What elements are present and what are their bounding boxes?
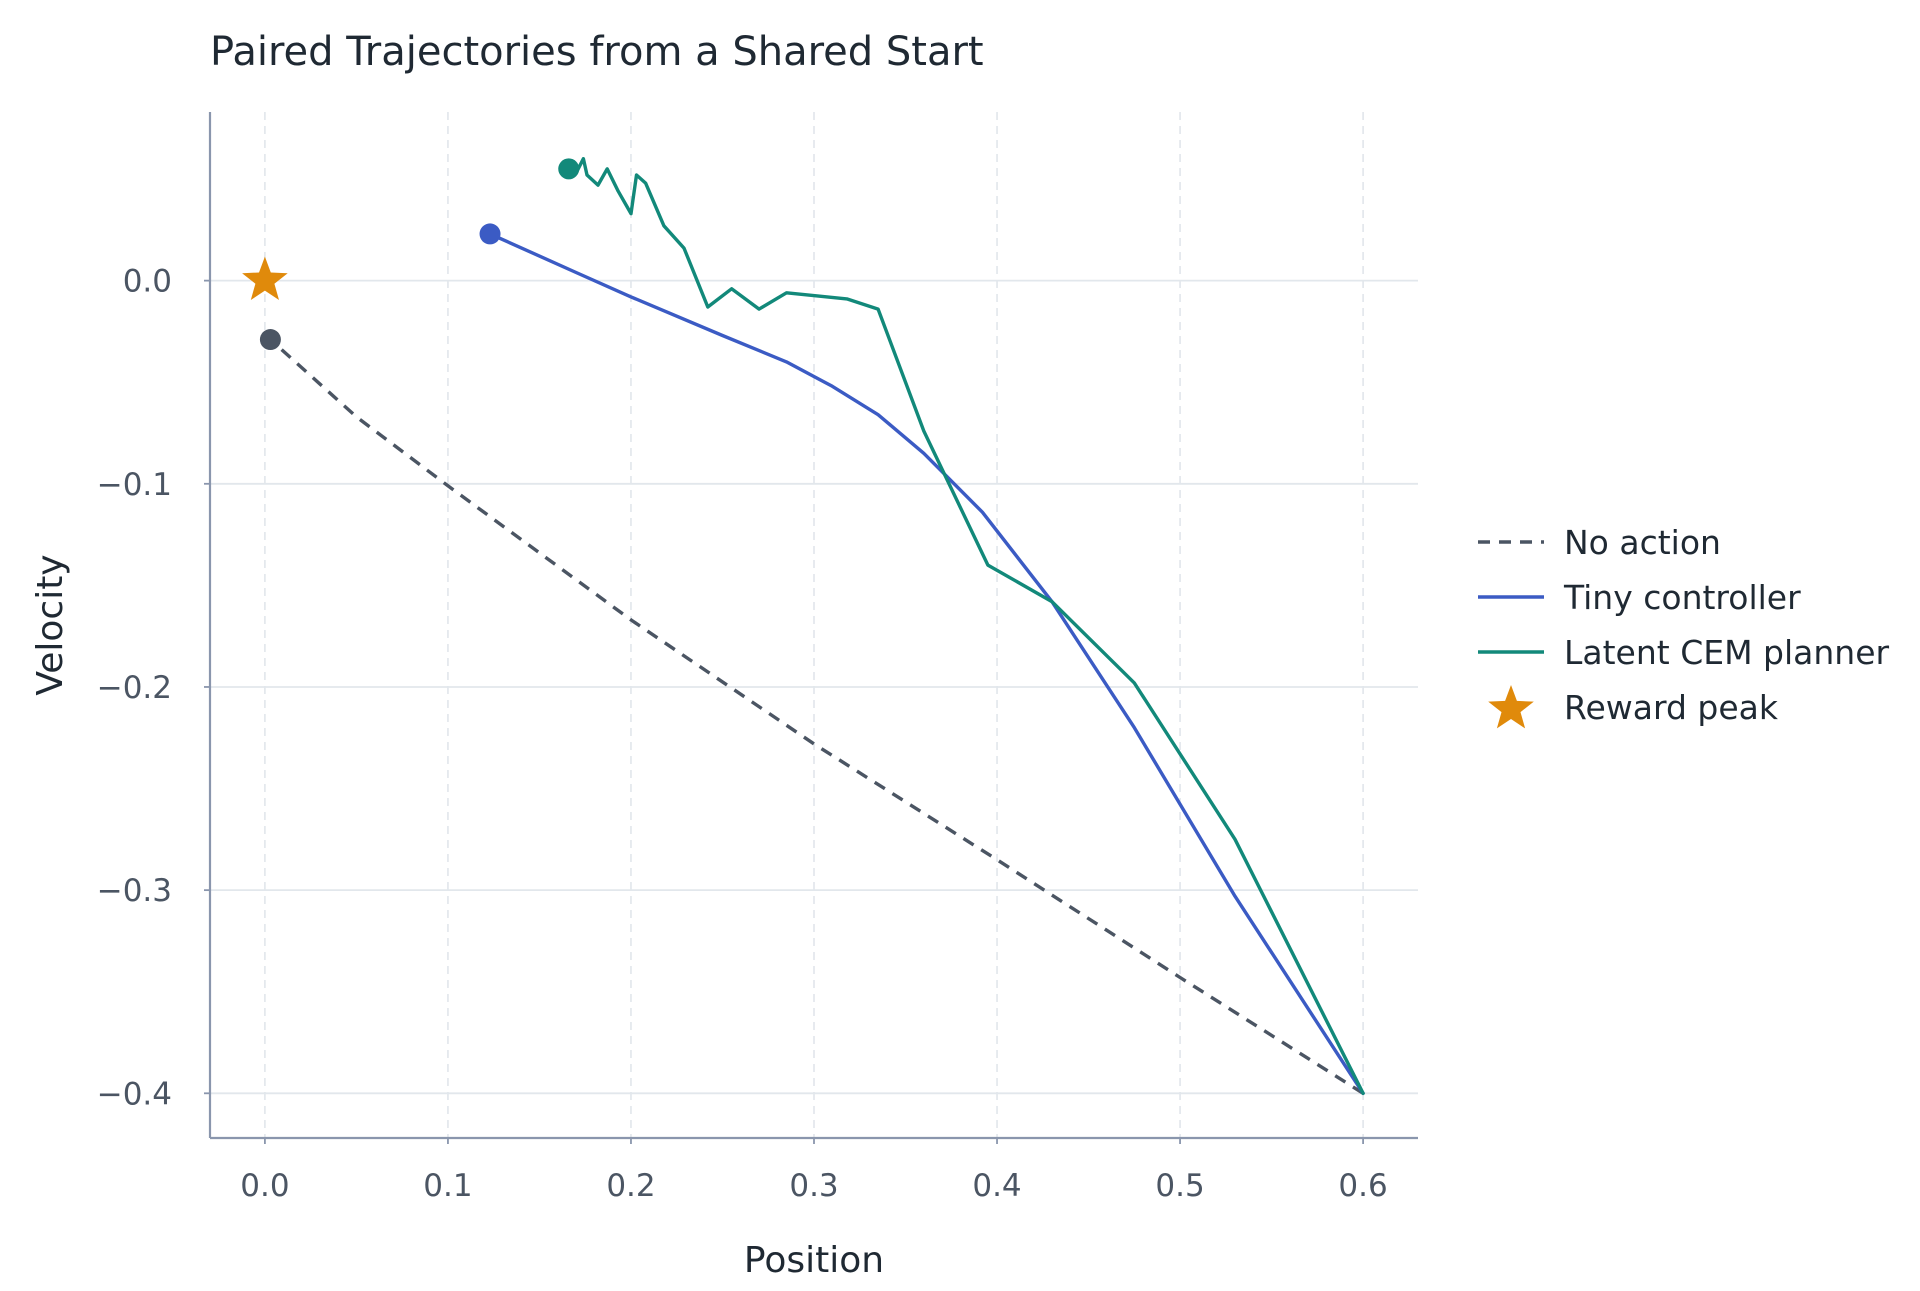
legend: No action Tiny controller Latent CEM plann… [1478, 523, 1890, 729]
chart-title: Paired Trajectories from a Shared Start [210, 29, 984, 75]
series-line-tiny-controller [488, 232, 1365, 1096]
x-tick-label: 0.6 [1338, 1168, 1387, 1204]
start-marker-tiny-controller [479, 223, 501, 245]
y-tick-label: −0.4 [97, 1076, 172, 1112]
x-tick-label: 0.2 [606, 1168, 655, 1204]
x-tick-label: 0.5 [1155, 1168, 1204, 1204]
y-axis-label: Velocity [30, 554, 71, 695]
legend-swatch-reward-peak [1488, 685, 1534, 729]
legend-label-latent-cem-planner: Latent CEM planner [1564, 633, 1890, 672]
legend-label-tiny-controller: Tiny controller [1563, 578, 1801, 617]
grid-lines [210, 112, 1418, 1138]
start-marker-no-action [259, 329, 281, 351]
x-axis-ticks: 0.0 0.1 0.2 0.3 0.4 0.5 0.6 [240, 1138, 1388, 1204]
start-marker-latent-cem-planner [558, 158, 580, 180]
y-tick-label: −0.1 [97, 467, 172, 503]
x-tick-label: 0.1 [423, 1168, 472, 1204]
y-axis-ticks: 0.0 −0.1 −0.2 −0.3 −0.4 [97, 264, 210, 1112]
legend-label-reward-peak: Reward peak [1564, 688, 1779, 727]
x-tick-label: 0.3 [789, 1168, 838, 1204]
legend-label-no-action: No action [1564, 523, 1721, 562]
start-markers [242, 158, 580, 351]
x-tick-label: 0.0 [240, 1168, 289, 1204]
y-tick-label: −0.2 [97, 670, 172, 706]
y-tick-label: −0.3 [97, 873, 172, 909]
x-axis-label: Position [744, 1240, 884, 1281]
y-tick-label: 0.0 [123, 264, 172, 300]
series-lines [269, 156, 1365, 1096]
reward-peak-star [242, 256, 288, 300]
series-line-no-action [269, 338, 1365, 1095]
x-tick-label: 0.4 [972, 1168, 1021, 1204]
series-line-latent-cem-planner [567, 156, 1365, 1096]
